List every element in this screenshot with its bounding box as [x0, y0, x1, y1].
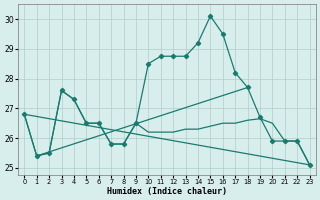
X-axis label: Humidex (Indice chaleur): Humidex (Indice chaleur) — [107, 187, 227, 196]
